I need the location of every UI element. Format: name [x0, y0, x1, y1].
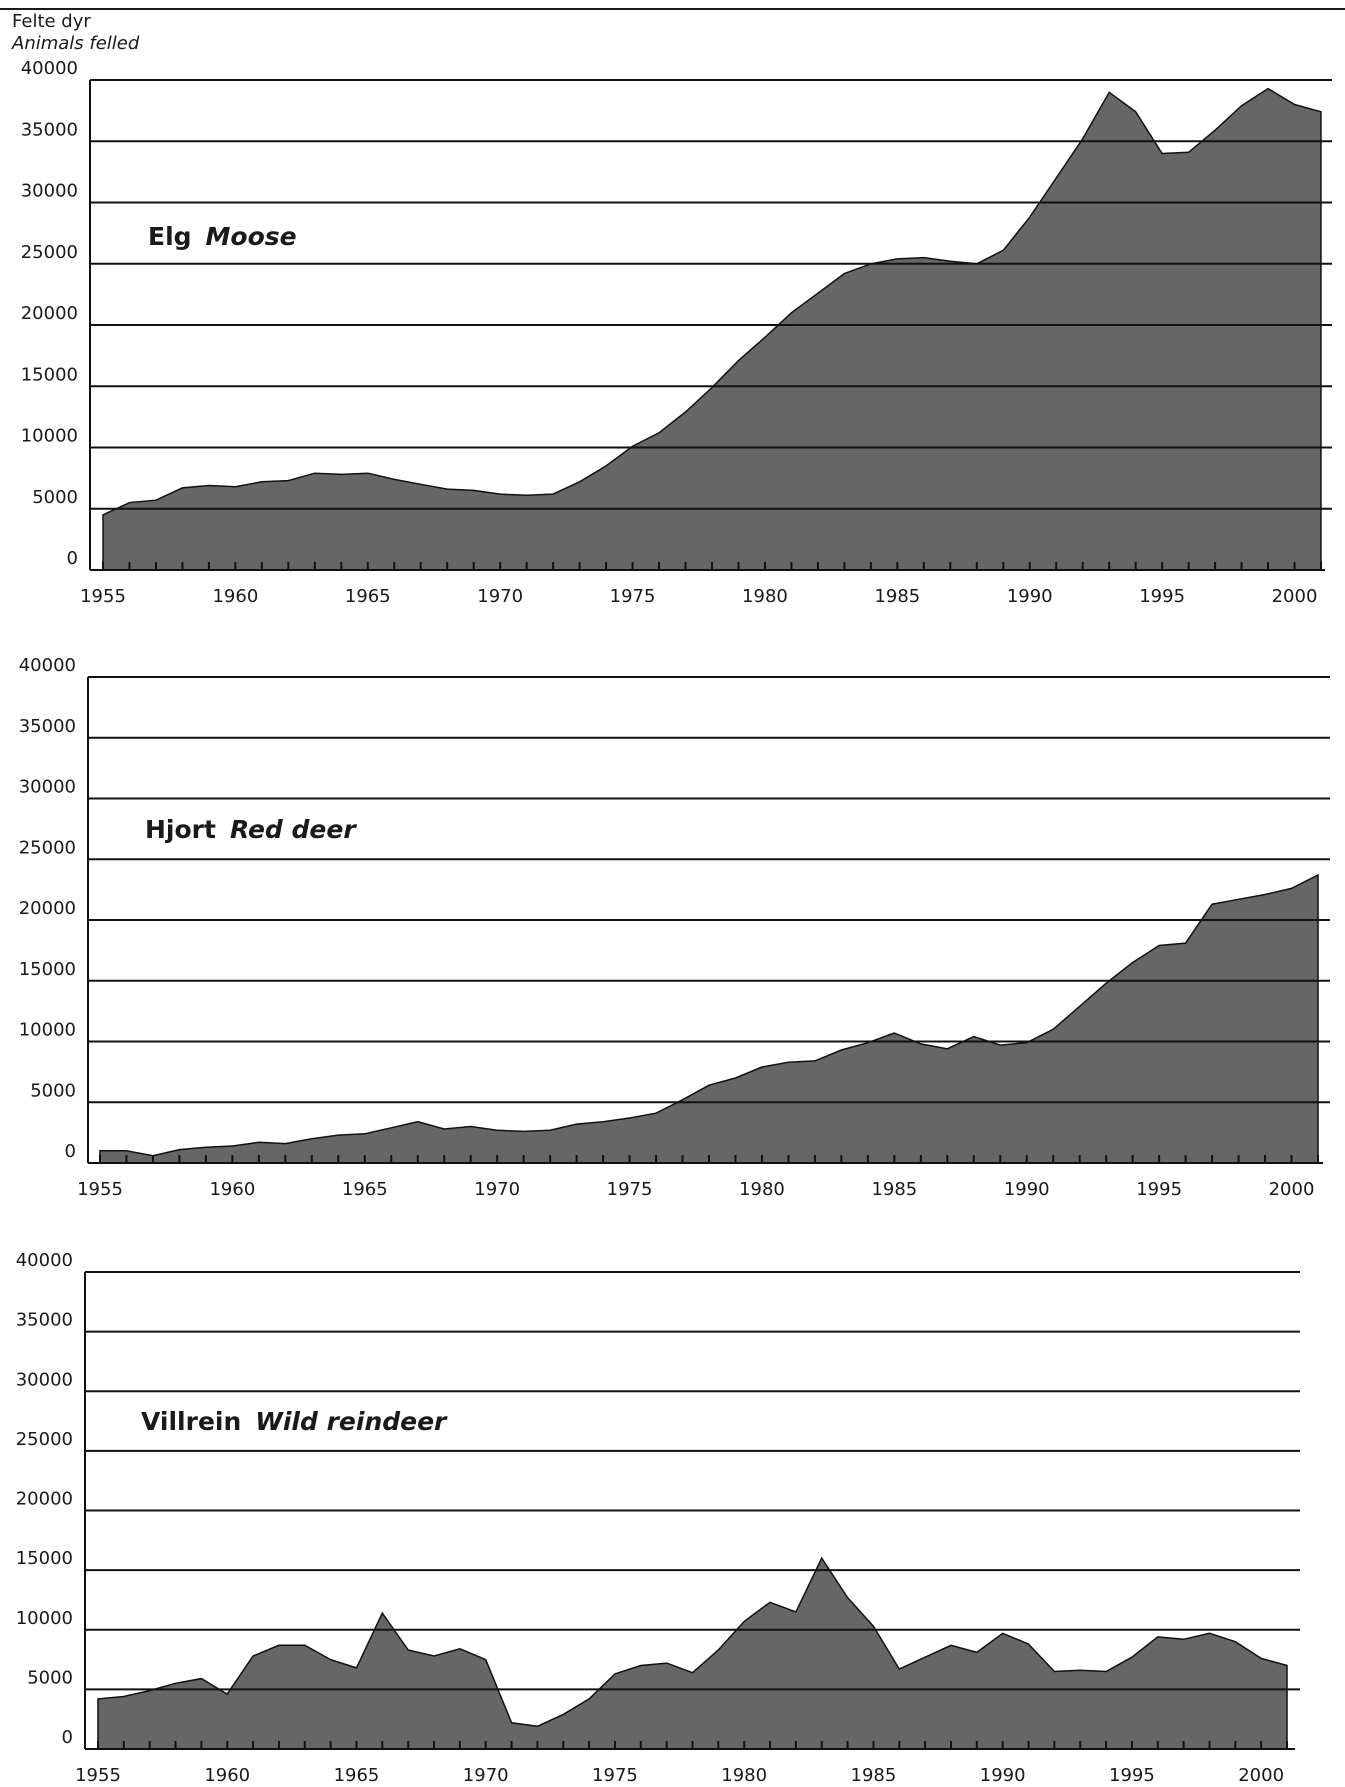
area-series-1: [102, 87, 1322, 571]
y-tick-label: 30000: [19, 777, 76, 798]
y-tick-label: 10000: [19, 1020, 76, 1041]
y-tick-label: 30000: [16, 1369, 73, 1390]
chart-title-english: Moose: [206, 222, 297, 251]
x-tick-label: 1995: [1109, 1765, 1155, 1786]
y-tick-label: 40000: [19, 655, 76, 676]
chart-title: Villrein Wild reindeer: [141, 1407, 448, 1436]
y-axis-title-english: Animals felled: [12, 33, 140, 54]
x-tick-label: 1990: [1007, 586, 1053, 607]
y-tick-label: 30000: [21, 181, 78, 202]
x-tick-label: 1965: [342, 1179, 388, 1200]
x-tick-label: 1975: [610, 586, 656, 607]
y-axis-title: Felte dyr: [12, 11, 91, 32]
y-tick-label: 5000: [30, 1080, 76, 1101]
chart-title-english: Red deer: [230, 815, 357, 844]
x-tick-label: 1980: [742, 586, 788, 607]
x-tick-label: 1965: [334, 1765, 380, 1786]
x-tick-label: 1960: [204, 1765, 250, 1786]
x-tick-label: 2000: [1272, 586, 1318, 607]
y-tick-label: 20000: [19, 898, 76, 919]
y-tick-label: 25000: [19, 837, 76, 858]
x-tick-label: 1990: [1004, 1179, 1050, 1200]
x-tick-label: 1995: [1139, 586, 1185, 607]
y-tick-label: 40000: [16, 1250, 73, 1271]
x-tick-label: 1970: [477, 586, 523, 607]
y-tick-label: 15000: [21, 364, 78, 385]
top-rule: [0, 8, 1345, 10]
x-tick-label: 2000: [1269, 1179, 1315, 1200]
x-tick-label: 1985: [871, 1179, 917, 1200]
x-tick-label: 1970: [474, 1179, 520, 1200]
x-tick-label: 1985: [874, 586, 920, 607]
x-tick-label: 1955: [80, 586, 126, 607]
chart-title-english: Wild reindeer: [255, 1407, 448, 1436]
y-tick-label: 5000: [27, 1667, 73, 1688]
y-tick-label: 35000: [19, 716, 76, 737]
x-tick-label: 2000: [1238, 1765, 1284, 1786]
chart-3: 0 5000 10000 15000 20000 25000 30000 35000 40000…: [16, 1250, 1300, 1786]
area-series-3: [97, 1556, 1288, 1750]
x-tick-label: 1970: [463, 1765, 509, 1786]
y-tick-label: 15000: [16, 1548, 73, 1569]
x-tick-label: 1990: [980, 1765, 1026, 1786]
x-tick-label: 1995: [1136, 1179, 1182, 1200]
chart-title-norwegian: Elg: [148, 222, 192, 251]
x-tick-label: 1965: [345, 586, 391, 607]
y-tick-label: 35000: [16, 1310, 73, 1331]
chart-title: Elg Moose: [148, 222, 297, 251]
area-series-2: [99, 873, 1319, 1164]
y-tick-label: 10000: [16, 1608, 73, 1629]
y-tick-label: 10000: [21, 426, 78, 447]
y-tick-label: 0: [67, 548, 78, 569]
chart-2: 0 5000 10000 15000 20000 25000 30000 35000 40000…: [19, 655, 1330, 1200]
x-tick-label: 1960: [212, 586, 258, 607]
x-tick-label: 1980: [739, 1179, 785, 1200]
y-tick-label: 35000: [21, 119, 78, 140]
x-tick-label: 1975: [607, 1179, 653, 1200]
x-tick-label: 1985: [851, 1765, 897, 1786]
chart-1: 0 5000 10000 15000 20000 25000 30000 35000 40000…: [21, 58, 1332, 607]
x-tick-label: 1955: [77, 1179, 123, 1200]
chart-title: Hjort Red deer: [145, 815, 357, 844]
y-tick-label: 20000: [21, 303, 78, 324]
y-tick-label: 40000: [21, 58, 78, 79]
y-tick-label: 15000: [19, 959, 76, 980]
x-tick-label: 1955: [75, 1765, 121, 1786]
x-tick-label: 1960: [209, 1179, 255, 1200]
y-tick-label: 0: [65, 1141, 76, 1162]
chart-title-norwegian: Villrein: [141, 1407, 241, 1436]
y-tick-label: 25000: [16, 1429, 73, 1450]
x-tick-label: 1980: [721, 1765, 767, 1786]
x-tick-label: 1975: [592, 1765, 638, 1786]
y-tick-label: 25000: [21, 242, 78, 263]
chart-title-norwegian: Hjort: [145, 815, 216, 844]
y-tick-label: 0: [62, 1727, 73, 1748]
y-tick-label: 5000: [32, 487, 78, 508]
y-tick-label: 20000: [16, 1489, 73, 1510]
